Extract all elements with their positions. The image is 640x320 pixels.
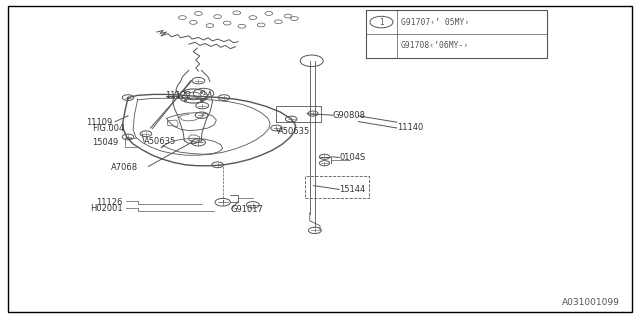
Text: 11126: 11126 <box>97 198 123 207</box>
Text: 1: 1 <box>201 91 206 96</box>
Text: 0104S: 0104S <box>339 153 365 162</box>
Text: G91707‹’ 05MY›: G91707‹’ 05MY› <box>401 18 469 27</box>
Text: H02001: H02001 <box>90 204 123 213</box>
Text: G91708‹’06MY-›: G91708‹’06MY-› <box>401 41 469 50</box>
Text: 11122: 11122 <box>165 92 191 100</box>
Text: 15049: 15049 <box>92 138 118 147</box>
Text: 11140: 11140 <box>397 124 423 132</box>
Text: A031001099: A031001099 <box>562 298 620 307</box>
Text: G91017: G91017 <box>230 205 263 214</box>
Text: A50635: A50635 <box>278 127 310 136</box>
Text: A7068: A7068 <box>111 163 138 172</box>
Text: 1: 1 <box>379 18 384 27</box>
Text: 11109: 11109 <box>86 118 112 127</box>
Text: A50635: A50635 <box>144 137 176 146</box>
Text: 15144: 15144 <box>339 185 365 194</box>
Text: FIG.004: FIG.004 <box>93 124 125 133</box>
Text: G90808: G90808 <box>333 111 366 120</box>
